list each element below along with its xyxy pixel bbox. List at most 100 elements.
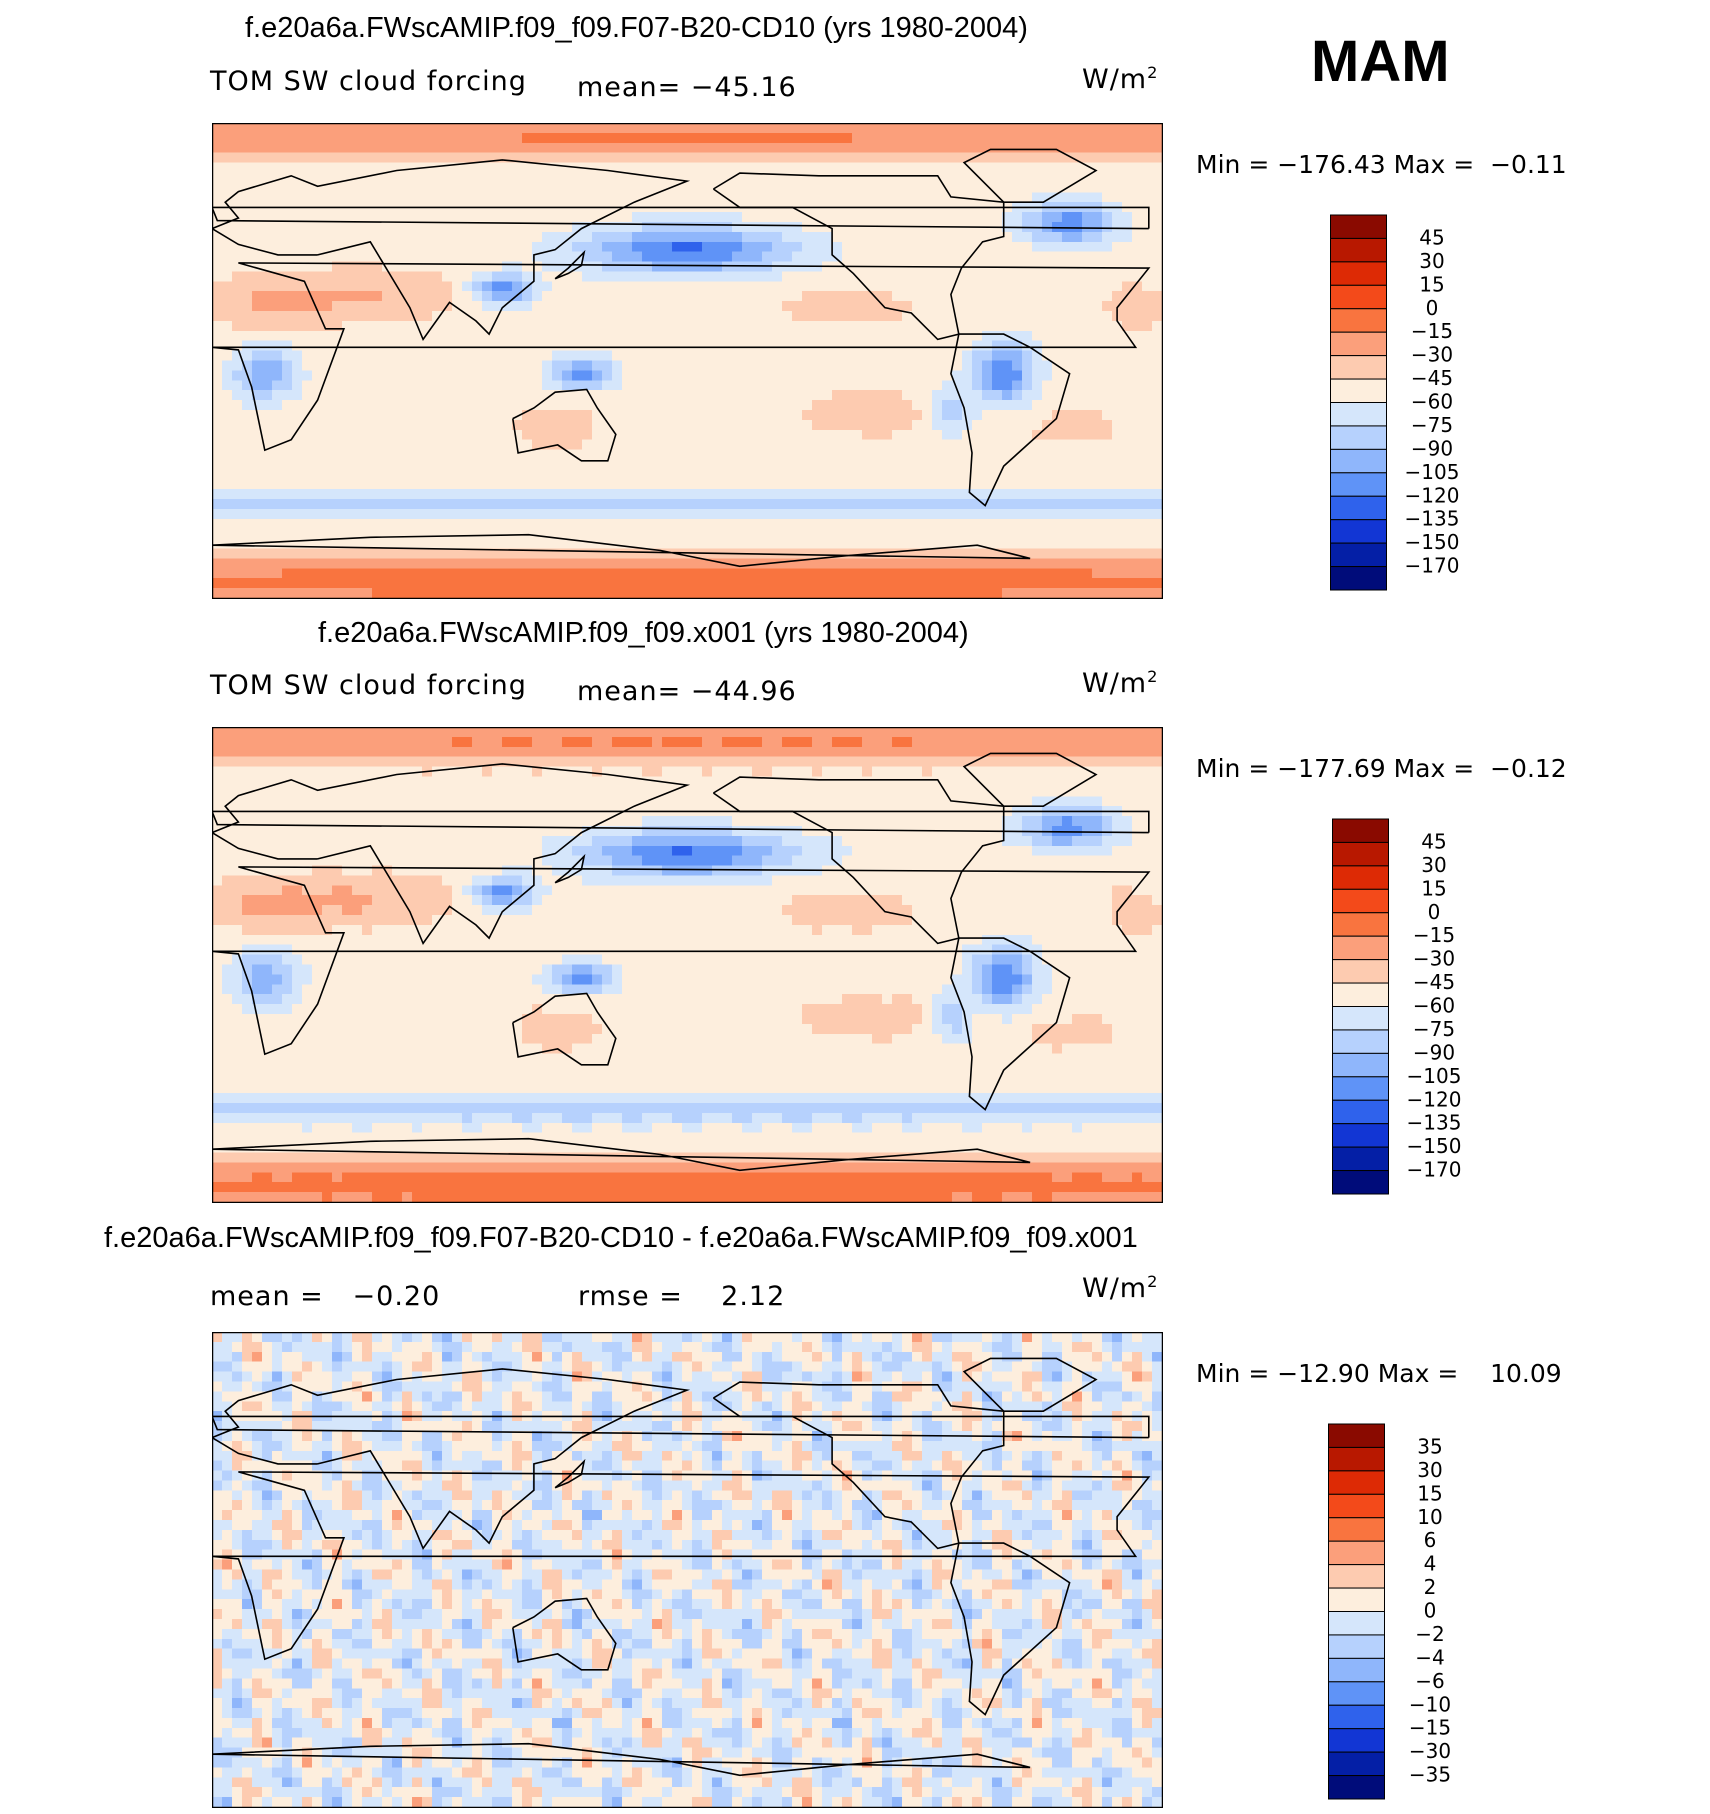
map-cell bbox=[632, 192, 643, 203]
map-cell bbox=[472, 241, 483, 253]
map-cell bbox=[882, 311, 893, 322]
map-cell bbox=[782, 301, 793, 312]
map-cell bbox=[512, 508, 523, 520]
map-cell bbox=[572, 320, 583, 332]
map-cell bbox=[502, 380, 513, 391]
map-cell bbox=[1112, 370, 1123, 381]
map-cell bbox=[362, 132, 373, 144]
map-cell bbox=[772, 182, 783, 193]
map-cell bbox=[332, 727, 343, 738]
map-cell bbox=[952, 132, 963, 144]
map-cell bbox=[1102, 548, 1113, 560]
map-cell bbox=[1022, 746, 1033, 758]
map-cell bbox=[322, 469, 333, 480]
map-cell bbox=[342, 479, 353, 490]
map-cell bbox=[342, 261, 353, 273]
map-cell bbox=[272, 311, 283, 322]
map-cell bbox=[1082, 142, 1093, 154]
map-cell bbox=[552, 291, 563, 302]
map-cell bbox=[862, 558, 873, 569]
map-cell bbox=[622, 449, 633, 461]
map-cell bbox=[832, 419, 843, 431]
map-cell bbox=[332, 409, 343, 421]
map-cell bbox=[892, 330, 903, 342]
map-cell bbox=[352, 439, 363, 451]
map-cell bbox=[762, 132, 773, 144]
map-cell bbox=[542, 548, 553, 560]
map-cell bbox=[652, 182, 663, 193]
map-cell bbox=[402, 271, 413, 282]
map-cell bbox=[612, 588, 623, 599]
map-cell bbox=[912, 301, 923, 312]
map-cell bbox=[962, 756, 973, 768]
map-cell bbox=[542, 241, 553, 253]
map-cell bbox=[1072, 736, 1083, 748]
map-cell bbox=[742, 400, 753, 411]
map-cell bbox=[522, 746, 533, 758]
map-cell bbox=[512, 548, 523, 560]
map-cell bbox=[412, 419, 423, 431]
map-cell bbox=[262, 231, 273, 243]
map-cell bbox=[772, 449, 783, 461]
map-cell bbox=[622, 261, 633, 273]
map-cell bbox=[682, 528, 693, 540]
map-cell bbox=[662, 588, 673, 599]
map-cell bbox=[652, 360, 663, 371]
map-cell bbox=[802, 360, 813, 371]
map-cell bbox=[452, 449, 463, 461]
map-cell bbox=[922, 479, 933, 490]
map-cell bbox=[1072, 499, 1083, 510]
map-cell bbox=[542, 142, 553, 154]
map-cell bbox=[882, 499, 893, 510]
map-cell bbox=[332, 370, 343, 381]
map-cell bbox=[222, 142, 233, 154]
map-cell bbox=[972, 439, 983, 451]
map-cell bbox=[1092, 142, 1103, 154]
map-cell bbox=[802, 311, 813, 322]
map-cell bbox=[782, 380, 793, 391]
map-cell bbox=[932, 558, 943, 569]
map-cell bbox=[942, 320, 953, 332]
map-cell bbox=[902, 499, 913, 510]
map-cell bbox=[392, 380, 403, 391]
map-cell bbox=[752, 400, 763, 411]
map-cell bbox=[432, 281, 443, 292]
map-cell bbox=[962, 568, 973, 579]
map-cell bbox=[722, 123, 733, 134]
map-cell bbox=[992, 340, 1003, 352]
map-cell bbox=[802, 499, 813, 510]
map-cell bbox=[862, 350, 873, 362]
map-cell bbox=[422, 212, 433, 223]
map-cell bbox=[862, 518, 873, 530]
map-cell bbox=[312, 271, 323, 282]
map-cell bbox=[272, 429, 283, 441]
map-cell bbox=[532, 251, 543, 263]
map-cell bbox=[652, 499, 663, 510]
map-cell bbox=[842, 588, 853, 599]
map-cell bbox=[1062, 340, 1073, 352]
map-cell bbox=[1122, 459, 1133, 470]
map-cell bbox=[562, 439, 573, 451]
map-cell bbox=[1042, 518, 1053, 530]
map-cell bbox=[892, 172, 903, 183]
map-cell bbox=[682, 499, 693, 510]
map-cell bbox=[382, 459, 393, 470]
map-cell bbox=[212, 380, 223, 391]
map-cell bbox=[1092, 241, 1103, 253]
map-cell bbox=[902, 291, 913, 302]
map-cell bbox=[342, 548, 353, 560]
map-cell bbox=[952, 152, 963, 164]
map-cell bbox=[912, 578, 923, 589]
map-cell bbox=[932, 528, 943, 540]
map-cell bbox=[802, 518, 813, 530]
map-cell bbox=[1032, 271, 1043, 282]
map-cell bbox=[752, 311, 763, 322]
map-cell bbox=[702, 518, 713, 530]
map-cell bbox=[752, 499, 763, 510]
colorbar-tick-label: 30 bbox=[1419, 249, 1444, 273]
map-cell bbox=[602, 182, 613, 193]
map-cell bbox=[812, 518, 823, 530]
map-cell bbox=[282, 568, 293, 579]
map-cell bbox=[912, 132, 923, 144]
map-cell bbox=[1072, 132, 1083, 144]
